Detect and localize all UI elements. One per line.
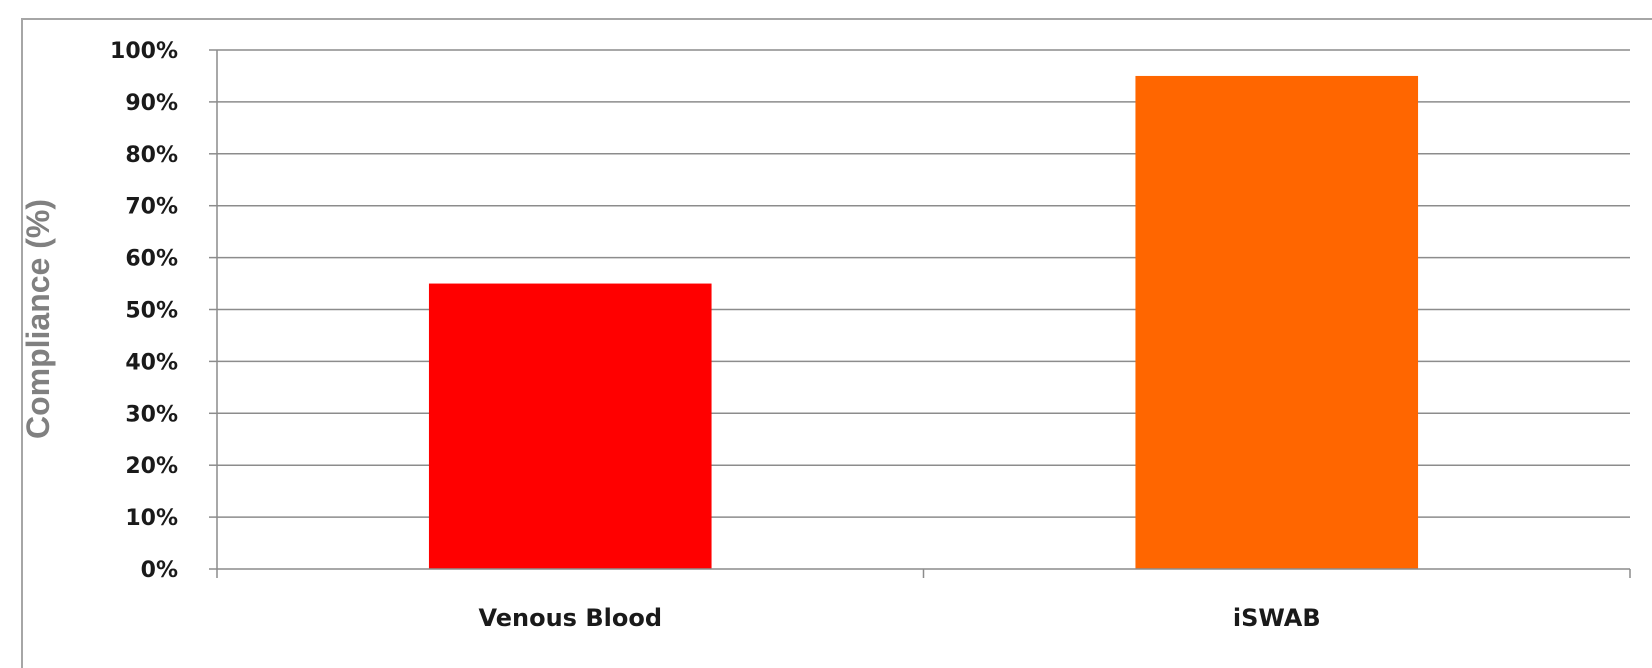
y-axis-label: Compliance (%): [20, 199, 56, 439]
bars: [428, 75, 1419, 569]
y-tick-label: 20%: [125, 454, 178, 479]
y-tick-label: 100%: [110, 39, 178, 64]
y-tick-label: 30%: [125, 402, 178, 427]
x-tick-label: Venous Blood: [478, 604, 662, 632]
y-tick-label: 60%: [125, 247, 178, 272]
y-tick-labels: 0% 10% 20% 30% 40% 50% 60% 70% 80% 90% 100%: [110, 39, 178, 583]
axes: [209, 49, 1631, 578]
x-tick-labels: Venous Blood iSWAB: [478, 604, 1320, 632]
y-tick-label: 40%: [125, 350, 178, 375]
y-tick-label: 0%: [141, 558, 178, 583]
chart-frame: [21, 18, 1652, 668]
y-tick-label: 80%: [125, 143, 178, 168]
y-tick-label: 50%: [125, 299, 178, 324]
y-tick-label: 10%: [125, 506, 178, 531]
x-tick-label: iSWAB: [1233, 604, 1321, 632]
y-tick-label: 90%: [125, 91, 178, 116]
bar-iswab: [1135, 75, 1419, 569]
bar-venous-blood: [428, 283, 712, 569]
y-tick-label: 70%: [125, 195, 178, 220]
